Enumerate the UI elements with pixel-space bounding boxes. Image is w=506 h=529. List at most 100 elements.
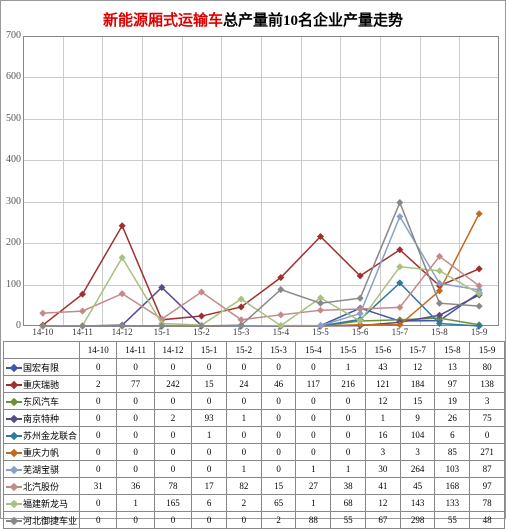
row-header: 福建新龙马 bbox=[4, 495, 80, 512]
cell: 117 bbox=[296, 376, 331, 393]
cell: 0 bbox=[296, 359, 331, 376]
cell: 168 bbox=[435, 478, 470, 495]
title-black: 总产量前10名企业产量走势 bbox=[223, 13, 403, 29]
cell: 0 bbox=[154, 359, 191, 376]
cell: 0 bbox=[117, 410, 154, 427]
xlabel: 15-6 bbox=[352, 327, 369, 337]
cell: 0 bbox=[331, 444, 366, 461]
cell: 0 bbox=[80, 461, 117, 478]
cell: 0 bbox=[80, 427, 117, 444]
cell: 46 bbox=[261, 376, 296, 393]
cell: 68 bbox=[331, 495, 366, 512]
cell: 0 bbox=[261, 359, 296, 376]
cell: 0 bbox=[117, 359, 154, 376]
cell: 133 bbox=[435, 495, 470, 512]
cell: 55 bbox=[331, 512, 366, 529]
col-header: 15-4 bbox=[296, 342, 331, 359]
cell: 0 bbox=[296, 444, 331, 461]
xlabel: 15-5 bbox=[312, 327, 329, 337]
cell: 1 bbox=[117, 495, 154, 512]
cell: 0 bbox=[80, 410, 117, 427]
cell: 242 bbox=[154, 376, 191, 393]
cell: 27 bbox=[296, 478, 331, 495]
cell: 55 bbox=[435, 512, 470, 529]
ytick: 500 bbox=[3, 113, 21, 124]
row-header: 苏州金龙联合 bbox=[4, 427, 80, 444]
cell: 104 bbox=[400, 427, 435, 444]
cell: 24 bbox=[226, 376, 261, 393]
cell: 0 bbox=[226, 393, 261, 410]
cell: 3 bbox=[400, 444, 435, 461]
xlabel: 15-9 bbox=[471, 327, 488, 337]
cell: 298 bbox=[400, 512, 435, 529]
col-header: 15-8 bbox=[435, 342, 470, 359]
cell: 0 bbox=[296, 393, 331, 410]
cell: 36 bbox=[117, 478, 154, 495]
cell: 0 bbox=[192, 461, 227, 478]
cell: 0 bbox=[117, 393, 154, 410]
cell: 0 bbox=[154, 461, 191, 478]
cell: 85 bbox=[435, 444, 470, 461]
row-header: 重庆力帆 bbox=[4, 444, 80, 461]
cell: 17 bbox=[192, 478, 227, 495]
cell: 41 bbox=[365, 478, 400, 495]
cell: 0 bbox=[226, 444, 261, 461]
cell: 15 bbox=[400, 393, 435, 410]
cell: 48 bbox=[470, 512, 505, 529]
cell: 2 bbox=[80, 376, 117, 393]
cell: 88 bbox=[296, 512, 331, 529]
ytick: 400 bbox=[3, 154, 21, 165]
cell: 0 bbox=[226, 427, 261, 444]
cell: 0 bbox=[117, 461, 154, 478]
ytick: 300 bbox=[3, 196, 21, 207]
cell: 0 bbox=[261, 410, 296, 427]
cell: 0 bbox=[296, 427, 331, 444]
cell: 3 bbox=[470, 393, 505, 410]
row-header: 北汽股份 bbox=[4, 478, 80, 495]
cell: 97 bbox=[435, 376, 470, 393]
cell: 0 bbox=[261, 427, 296, 444]
cell: 0 bbox=[192, 359, 227, 376]
cell: 121 bbox=[365, 376, 400, 393]
cell: 0 bbox=[470, 427, 505, 444]
cell: 2 bbox=[226, 495, 261, 512]
cell: 12 bbox=[400, 359, 435, 376]
cell: 1 bbox=[192, 427, 227, 444]
cell: 15 bbox=[192, 376, 227, 393]
cell: 30 bbox=[365, 461, 400, 478]
row-header: 国宏有限 bbox=[4, 359, 80, 376]
cell: 67 bbox=[365, 512, 400, 529]
row-header: 南京特种 bbox=[4, 410, 80, 427]
cell: 13 bbox=[435, 359, 470, 376]
cell: 26 bbox=[435, 410, 470, 427]
cell: 19 bbox=[435, 393, 470, 410]
cell: 2 bbox=[154, 410, 191, 427]
cell: 6 bbox=[435, 427, 470, 444]
cell: 82 bbox=[226, 478, 261, 495]
xlabel: 14-11 bbox=[72, 327, 93, 337]
cell: 3 bbox=[365, 444, 400, 461]
cell: 15 bbox=[261, 478, 296, 495]
chart-lines bbox=[23, 36, 499, 326]
xlabel: 15-7 bbox=[392, 327, 409, 337]
row-header: 芜湖宝骐 bbox=[4, 461, 80, 478]
xlabel: 15-2 bbox=[193, 327, 210, 337]
cell: 0 bbox=[117, 512, 154, 529]
cell: 0 bbox=[192, 512, 227, 529]
cell: 0 bbox=[226, 512, 261, 529]
col-header: 15-7 bbox=[400, 342, 435, 359]
cell: 0 bbox=[331, 393, 366, 410]
cell: 45 bbox=[400, 478, 435, 495]
title-red: 新能源厢式运输车 bbox=[103, 13, 223, 29]
cell: 165 bbox=[154, 495, 191, 512]
cell: 97 bbox=[470, 478, 505, 495]
col-header: 15-5 bbox=[331, 342, 366, 359]
cell: 0 bbox=[154, 444, 191, 461]
cell: 184 bbox=[400, 376, 435, 393]
row-header: 重庆瑞驰 bbox=[4, 376, 80, 393]
cell: 78 bbox=[470, 495, 505, 512]
xlabel: 15-8 bbox=[431, 327, 448, 337]
col-header: 15-9 bbox=[470, 342, 505, 359]
cell: 0 bbox=[331, 427, 366, 444]
cell: 80 bbox=[470, 359, 505, 376]
